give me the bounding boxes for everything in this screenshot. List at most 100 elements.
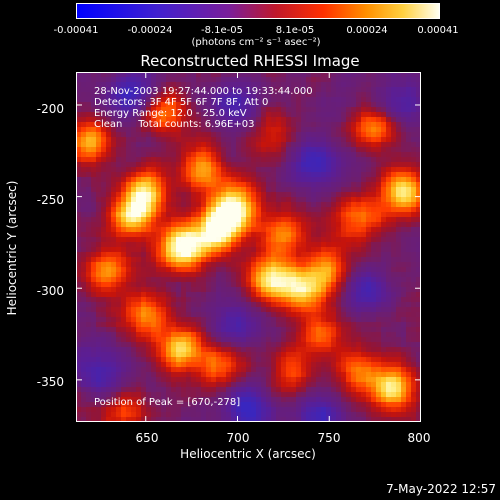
heatmap-cell xyxy=(326,252,331,257)
heatmap-cell xyxy=(356,82,361,87)
heatmap-cell xyxy=(106,112,111,117)
heatmap-cell xyxy=(106,152,111,157)
heatmap-cell xyxy=(76,237,81,242)
heatmap-cell xyxy=(376,377,381,382)
peak-position-text: Position of Peak = [670,-278] xyxy=(94,397,241,408)
heatmap-cell xyxy=(281,247,286,252)
heatmap-cell xyxy=(331,132,336,137)
heatmap-cell xyxy=(166,207,171,212)
heatmap-cell xyxy=(351,77,356,82)
heatmap-cell xyxy=(81,377,86,382)
heatmap-cell xyxy=(311,77,316,82)
heatmap-cell xyxy=(131,87,136,92)
heatmap-cell xyxy=(316,177,321,182)
heatmap-cell xyxy=(276,207,281,212)
heatmap-cell xyxy=(191,117,196,122)
heatmap-cell xyxy=(146,267,151,272)
heatmap-cell xyxy=(331,332,336,337)
heatmap-cell xyxy=(161,392,166,397)
heatmap-cell xyxy=(301,337,306,342)
heatmap-cell xyxy=(191,207,196,212)
heatmap-cell xyxy=(116,352,121,357)
heatmap-cell xyxy=(356,337,361,342)
heatmap-cell xyxy=(76,252,81,257)
heatmap-cell xyxy=(341,87,346,92)
heatmap-cell xyxy=(306,247,311,252)
heatmap-cell xyxy=(311,192,316,197)
heatmap-cell xyxy=(211,312,216,317)
heatmap-cell xyxy=(396,362,401,367)
heatmap-cell xyxy=(376,112,381,117)
heatmap-cell xyxy=(261,162,266,167)
heatmap-cell xyxy=(406,192,411,197)
heatmap-cell xyxy=(226,137,231,142)
heatmap-cell xyxy=(91,97,96,102)
heatmap-cell xyxy=(306,142,311,147)
heatmap-cell xyxy=(241,322,246,327)
heatmap-cell xyxy=(301,77,306,82)
heatmap-cell xyxy=(156,277,161,282)
heatmap-cell xyxy=(181,412,186,417)
heatmap-cell xyxy=(391,117,396,122)
heatmap-cell xyxy=(86,207,91,212)
heatmap-cell xyxy=(181,217,186,222)
heatmap-cell xyxy=(366,297,371,302)
heatmap-cell xyxy=(196,107,201,112)
heatmap-cell xyxy=(121,367,126,372)
heatmap-cell xyxy=(336,262,341,267)
heatmap-cell xyxy=(196,217,201,222)
heatmap-cell xyxy=(391,327,396,332)
heatmap-cell xyxy=(186,352,191,357)
heatmap-cell xyxy=(401,362,406,367)
heatmap-cell xyxy=(326,72,331,77)
heatmap-cell xyxy=(211,237,216,242)
heatmap-cell xyxy=(246,407,251,412)
heatmap-cell xyxy=(121,127,126,132)
heatmap-cell xyxy=(81,172,86,177)
heatmap-cell xyxy=(276,157,281,162)
heatmap-cell xyxy=(276,382,281,387)
heatmap-cell xyxy=(201,332,206,337)
heatmap-cell xyxy=(306,377,311,382)
heatmap-cell xyxy=(171,177,176,182)
heatmap-cell xyxy=(171,167,176,172)
heatmap-cell xyxy=(256,257,261,262)
heatmap-cell xyxy=(136,97,141,102)
heatmap-cell xyxy=(356,327,361,332)
heatmap-cell xyxy=(131,77,136,82)
heatmap-cell xyxy=(166,117,171,122)
heatmap-cell xyxy=(211,377,216,382)
heatmap-cell xyxy=(326,97,331,102)
heatmap-cell xyxy=(376,347,381,352)
heatmap-cell xyxy=(251,412,256,417)
heatmap-cell xyxy=(236,147,241,152)
heatmap-cell xyxy=(361,122,366,127)
heatmap-cell xyxy=(356,172,361,177)
heatmap-cell xyxy=(196,122,201,127)
heatmap-cell xyxy=(366,232,371,237)
heatmap-cell xyxy=(191,287,196,292)
heatmap-cell xyxy=(116,312,121,317)
heatmap-cell xyxy=(301,387,306,392)
heatmap-cell xyxy=(106,132,111,137)
heatmap-cell xyxy=(131,232,136,237)
heatmap-cell xyxy=(176,147,181,152)
heatmap-cell xyxy=(401,132,406,137)
heatmap-cell xyxy=(271,382,276,387)
heatmap-cell xyxy=(136,412,141,417)
heatmap-cell xyxy=(151,397,156,402)
heatmap-cell xyxy=(81,282,86,287)
heatmap-cell xyxy=(321,372,326,377)
heatmap-cell xyxy=(381,202,386,207)
heatmap-cell xyxy=(256,217,261,222)
heatmap-cell xyxy=(416,87,421,92)
heatmap-cell xyxy=(246,297,251,302)
heatmap-cell xyxy=(371,87,376,92)
heatmap-cell xyxy=(86,372,91,377)
heatmap-cell xyxy=(266,302,271,307)
heatmap-cell xyxy=(211,317,216,322)
heatmap-cell xyxy=(116,342,121,347)
heatmap-cell xyxy=(76,367,81,372)
heatmap-cell xyxy=(251,327,256,332)
heatmap-cell xyxy=(86,117,91,122)
